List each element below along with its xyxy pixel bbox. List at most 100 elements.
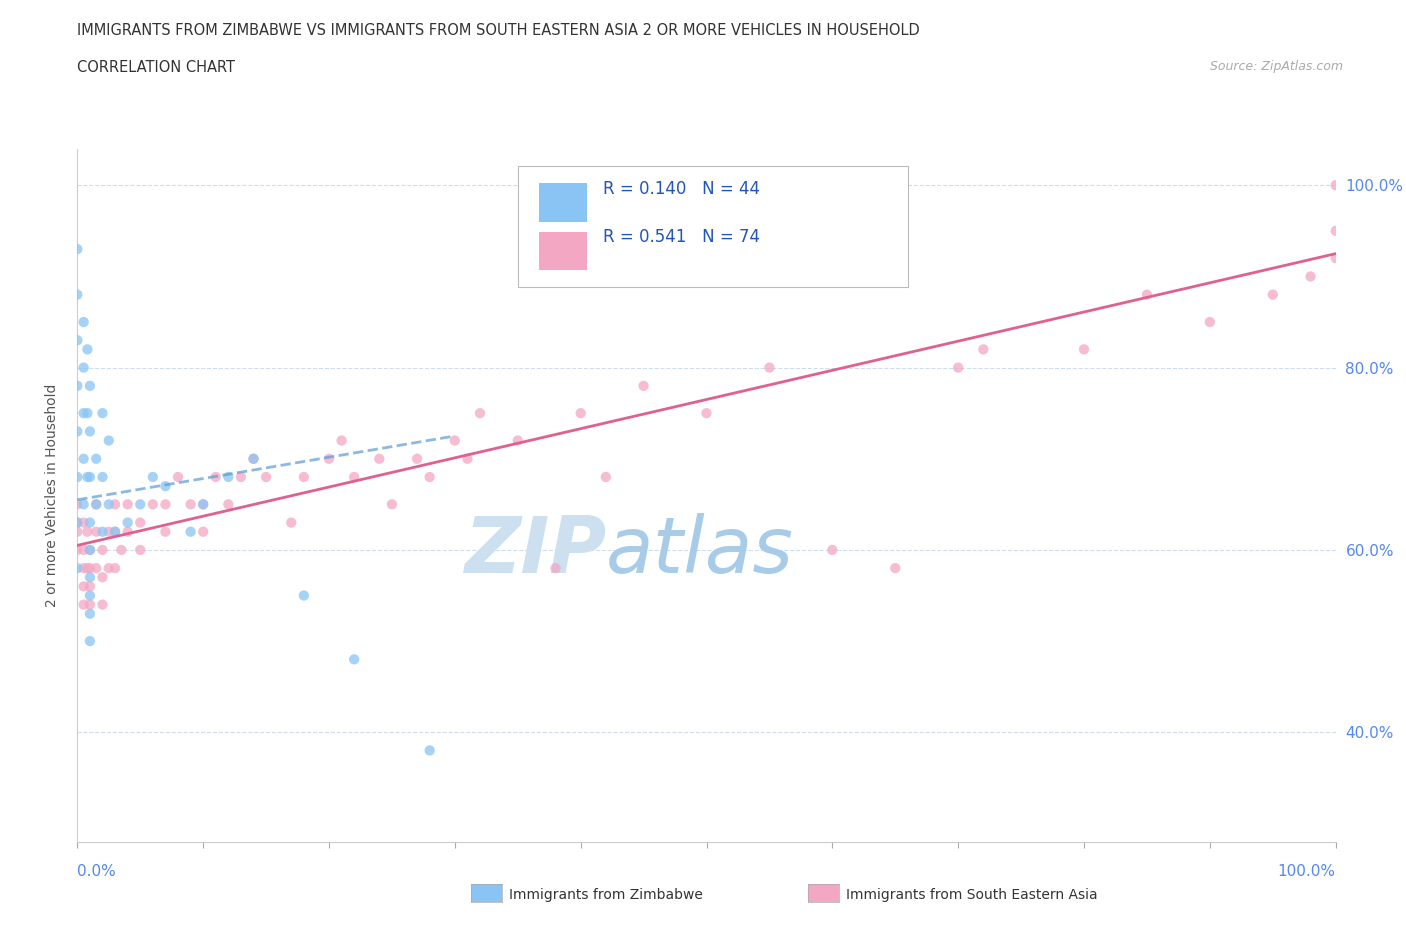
Bar [538,232,586,270]
Point [633,379,655,393]
Point [66,242,89,257]
Point [76,561,98,576]
Point [91,525,114,539]
Point [155,525,177,539]
Point [444,433,467,448]
Point [280,515,302,530]
FancyBboxPatch shape [517,166,908,287]
Point [318,451,340,466]
Point [76,405,98,420]
Point [343,470,366,485]
Point [66,333,89,348]
Text: Immigrants from South Eastern Asia: Immigrants from South Eastern Asia [846,887,1098,902]
Point [191,525,215,539]
Point [204,470,226,485]
Point [292,470,315,485]
Point [110,542,132,557]
Point [91,405,114,420]
Point [84,497,107,512]
Point [948,360,970,375]
Point [91,597,114,612]
Point [117,525,139,539]
Point [381,497,404,512]
Point [456,451,478,466]
Point [217,470,239,485]
Text: 0.0%: 0.0% [77,864,117,879]
Point [66,379,89,393]
Point [292,588,315,603]
Point [91,470,114,485]
Text: R = 0.140   N = 44: R = 0.140 N = 44 [603,180,761,198]
Point [72,451,94,466]
Point [79,542,101,557]
Point [79,379,101,393]
Point [242,451,264,466]
Point [72,597,94,612]
Point [368,451,391,466]
Point [167,470,190,485]
Point [696,405,718,420]
Point [66,515,89,530]
Point [66,515,89,530]
Point [155,497,177,512]
Point [142,497,165,512]
Point [191,497,215,512]
Point [254,470,277,485]
Point [142,470,165,485]
Point [406,451,429,466]
Point [76,470,98,485]
Point [343,652,366,667]
Point [569,405,592,420]
Point [1136,287,1159,302]
Point [76,525,98,539]
Point [79,424,101,439]
Point [79,606,101,621]
Point [180,497,202,512]
Point [66,525,89,539]
Point [972,342,994,357]
Point [72,360,94,375]
Point [91,570,114,585]
Point [79,561,101,576]
Point [97,525,120,539]
Point [1324,251,1347,266]
Point [242,451,264,466]
Point [72,579,94,594]
Point [84,497,107,512]
Point [84,525,107,539]
Point [129,497,152,512]
Point [104,525,127,539]
Point [84,561,107,576]
Point [66,287,89,302]
Point [104,561,127,576]
Point [1324,223,1347,238]
Bar [538,183,586,221]
Point [79,588,101,603]
Point [72,405,94,420]
Point [1073,342,1095,357]
Point [330,433,353,448]
Point [79,597,101,612]
Point [66,561,89,576]
Text: 100.0%: 100.0% [1278,864,1336,879]
Point [419,743,441,758]
Point [544,561,567,576]
Text: ZIP: ZIP [464,512,606,589]
Point [72,515,94,530]
Point [229,470,252,485]
Point [91,542,114,557]
Text: Source: ZipAtlas.com: Source: ZipAtlas.com [1209,60,1343,73]
Point [79,633,101,648]
Point [1199,314,1222,329]
Point [1299,269,1322,284]
Point [79,542,101,557]
Point [72,561,94,576]
Point [72,314,94,329]
Text: CORRELATION CHART: CORRELATION CHART [77,60,235,75]
Point [419,470,441,485]
Point [97,561,120,576]
Point [191,497,215,512]
Point [66,470,89,485]
Point [468,405,491,420]
Point [506,433,529,448]
